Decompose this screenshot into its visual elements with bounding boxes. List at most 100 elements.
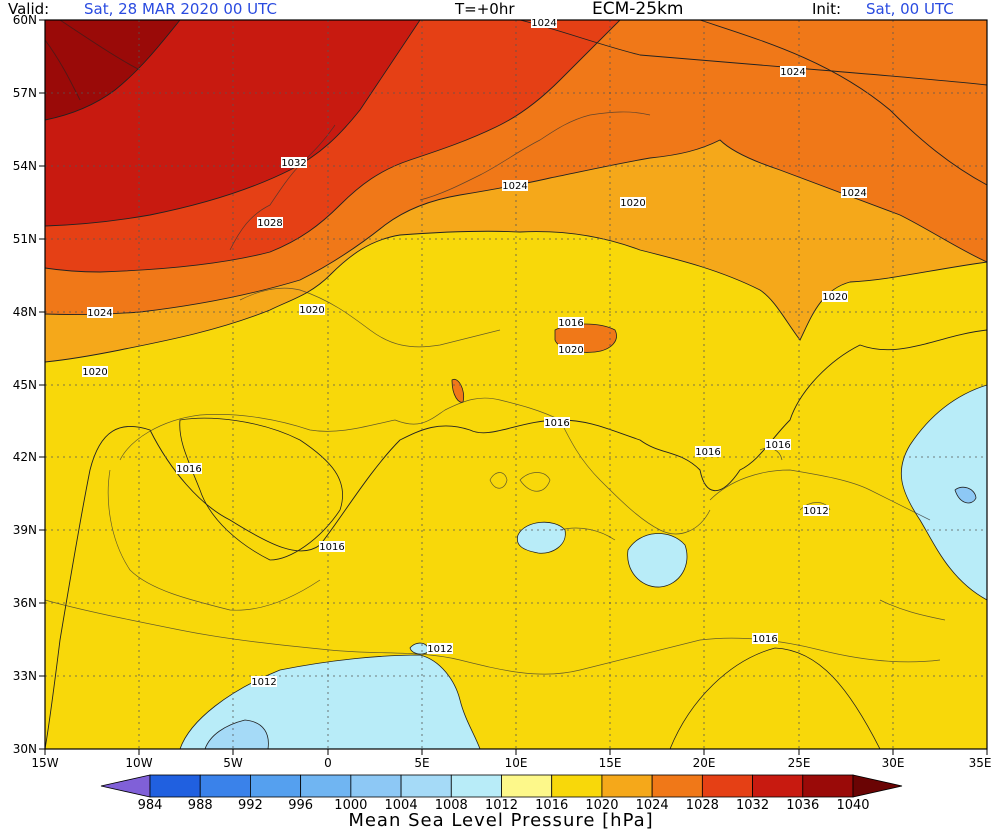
colorbar-tick-label: 1020: [585, 798, 618, 813]
colorbar-tick-label: 1016: [535, 798, 568, 813]
svg-text:1016: 1016: [558, 318, 583, 329]
colorbar-cell: [450, 774, 502, 798]
band-1032-1036: [45, 20, 420, 226]
lon-label: 15W: [31, 756, 58, 770]
svg-text:1032: 1032: [281, 158, 306, 169]
lat-label: 39N: [13, 523, 37, 537]
isobar-lines: [45, 20, 987, 749]
lon-label: 5W: [223, 756, 243, 770]
svg-text:1028: 1028: [257, 218, 282, 229]
init-time: Sat, 00 UTC: [866, 0, 954, 18]
colorbar-tick-label: 988: [188, 798, 213, 813]
latitude-labels: 60N 57N 54N 51N 48N 45N 42N 39N 36N 33N …: [13, 13, 37, 756]
svg-text:1020: 1020: [299, 305, 324, 316]
contour-label: 1012: [427, 643, 453, 655]
colorbar-cell: [701, 774, 753, 798]
colorbar-cell: [300, 774, 352, 798]
iberia-high: [179, 417, 343, 561]
lat-label: 54N: [13, 159, 37, 173]
band-1036-1040: [45, 20, 180, 120]
colorbar-ticks: 984 988 992 996 1000 1004 1008 1012 1016 1020 1024…: [138, 798, 870, 813]
colorbar: 984 988 992 996 1000 1004 1008 1012 1016 1020 1024…: [100, 774, 903, 813]
lon-label: 10W: [125, 756, 152, 770]
contour-label: 1020: [299, 304, 325, 316]
colorbar-cell: [250, 774, 302, 798]
svg-text:1012: 1012: [251, 677, 276, 688]
contour-label: 1016: [544, 417, 570, 429]
svg-text:1024: 1024: [780, 67, 805, 78]
contour-label: 1016: [558, 317, 584, 329]
turkey-low-core: [954, 486, 977, 504]
colorbar-title: Mean Sea Level Pressure [hPa]: [348, 810, 654, 831]
colorbar-tick-label: 1040: [836, 798, 869, 813]
svg-text:1020: 1020: [620, 198, 645, 209]
valid-time: Sat, 28 MAR 2020 00 UTC: [84, 0, 277, 18]
lon-label: 20E: [693, 756, 716, 770]
tyrrhenian-low: [516, 521, 566, 554]
svg-text:1016: 1016: [765, 440, 790, 451]
svg-text:1016: 1016: [695, 447, 720, 458]
axis-ticks: [39, 19, 988, 755]
colorbar-tick-label: 984: [138, 798, 163, 813]
forecast-step: T=+0hr: [455, 0, 515, 18]
egypt-high: [669, 647, 881, 749]
contour-label: 1024: [841, 187, 867, 199]
colorbar-cell: [651, 774, 703, 798]
colorbar-tick-label: 996: [288, 798, 313, 813]
contour-label: 1020: [558, 344, 584, 356]
ionian-low: [627, 533, 688, 588]
colorbar-cell: [199, 774, 251, 798]
coastlines: [45, 111, 946, 675]
turkey-low: [900, 384, 987, 601]
colorbar-cell: [501, 774, 553, 798]
lat-label: 48N: [13, 305, 37, 319]
contour-label: 1012: [251, 676, 277, 688]
colorbar-tick-label: 992: [238, 798, 263, 813]
colorbar-cell: [551, 774, 603, 798]
lon-label: 30E: [882, 756, 905, 770]
colorbar-tick-label: 1028: [686, 798, 719, 813]
svg-text:1024: 1024: [841, 188, 866, 199]
lon-label: 5E: [414, 756, 429, 770]
contour-label: 1024: [87, 307, 113, 319]
contour-label: 1016: [319, 541, 345, 553]
svg-text:1012: 1012: [427, 644, 452, 655]
lon-label: 15E: [599, 756, 622, 770]
colorbar-high-arrow: [852, 774, 903, 798]
colorbar-tick-label: 1024: [636, 798, 669, 813]
lon-label: 25E: [788, 756, 811, 770]
model-name: ECM-25km: [592, 0, 684, 19]
contour-label: 1016: [752, 633, 778, 645]
svg-text:1020: 1020: [558, 345, 583, 356]
longitude-labels: 15W 10W 5W 0 5E 10E 15E 20E 25E 30E 35E: [31, 756, 991, 770]
lat-label: 30N: [13, 742, 37, 756]
colorbar-low-arrow: [100, 774, 151, 798]
valid-label: Valid:: [8, 0, 50, 18]
contour-label: 1032: [281, 157, 307, 169]
contour-label: 1016: [765, 439, 791, 451]
lon-label: 35E: [969, 756, 992, 770]
contour-label: 1016: [695, 446, 721, 458]
colorbar-tick-label: 1032: [736, 798, 769, 813]
init-label: Init:: [812, 0, 842, 18]
lat-label: 33N: [13, 669, 37, 683]
contour-label: 1024: [780, 66, 806, 78]
graticule: [45, 20, 987, 749]
lat-label: 57N: [13, 86, 37, 100]
lat-label: 51N: [13, 232, 37, 246]
contour-label: 1012: [803, 505, 829, 517]
svg-text:1016: 1016: [319, 542, 344, 553]
colorbar-cell: [149, 774, 201, 798]
svg-text:1020: 1020: [82, 367, 107, 378]
svg-text:1024: 1024: [87, 308, 112, 319]
lat-label: 36N: [13, 596, 37, 610]
contour-label: 1020: [822, 291, 848, 303]
lon-label: 10E: [505, 756, 528, 770]
svg-text:1024: 1024: [502, 181, 527, 192]
colorbar-tick-label: 1036: [786, 798, 819, 813]
svg-text:1024: 1024: [531, 18, 556, 29]
colorbar-tick-label: 1008: [435, 798, 468, 813]
svg-text:1016: 1016: [752, 634, 777, 645]
contour-label: 1024: [502, 180, 528, 192]
